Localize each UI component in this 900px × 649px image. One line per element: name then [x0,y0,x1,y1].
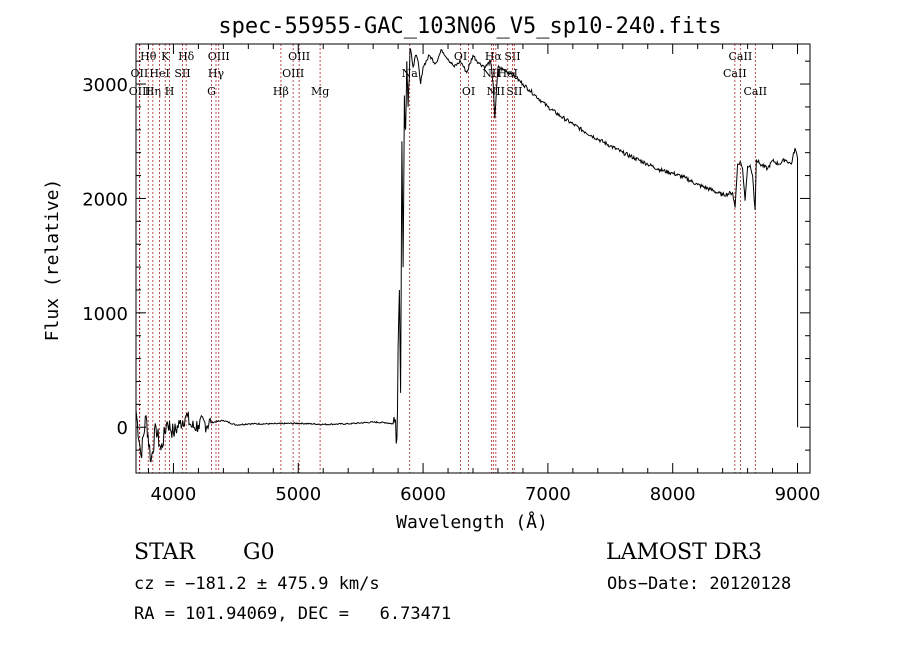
object-class: STAR [134,540,195,565]
x-axis: 4000 5000 6000 7000 8000 9000 [147,44,821,505]
line-marker-label: Hδ [178,50,195,63]
redshift-cz: cz = −181.2 ± 475.9 km/s [134,574,380,594]
line-marker-label: OIII [288,50,310,63]
series-group [135,48,799,463]
line-marker-label: SII [504,50,520,63]
y-tick-label: 2000 [82,189,128,210]
x-tick-label: 8000 [650,484,696,505]
line-marker-label: OI [454,50,467,63]
line-marker-label: HeI [149,67,169,80]
line-marker-label: Hγ [208,67,225,80]
line-marker-label: CaII [743,85,767,98]
line-marker-label: G [207,85,216,98]
line-marker-label: OIII [208,50,230,63]
line-marker-label: CaII [723,67,747,80]
line-marker-label: Hα [485,50,503,63]
chart-title: spec-55955-GAC_103N06_V5_sp10-240.fits [218,14,721,39]
plot-frame [135,43,811,474]
y-axis: 0 1000 2000 3000 [82,60,810,451]
x-tick-label: 7000 [525,484,571,505]
x-tick-label: 9000 [775,484,821,505]
line-marker-label: K [161,50,170,63]
x-tick-label: 6000 [400,484,446,505]
survey-label: LAMOST DR3 [606,540,762,565]
line-marker-label: Hβ [273,85,289,98]
y-axis-label: Flux (relative) [42,179,63,342]
observation-date: Obs−Date: 20120128 [607,574,792,594]
x-tick-label: 4000 [151,484,197,505]
line-marker-label: NII [487,85,505,98]
x-axis-label: Wavelength (Å) [396,511,548,533]
line-marker-label: Mg [311,85,329,98]
subclass: G0 [243,540,275,565]
y-tick-label: 3000 [82,75,128,96]
line-marker-label: Na [402,67,419,80]
line-marker-label: OIII [282,67,304,80]
line-marker-label: CaII [729,50,753,63]
line-marker-label: SII [506,85,522,98]
coordinates: RA = 101.94069, DEC = 6.73471 [134,604,452,624]
x-tick-label: 5000 [275,484,321,505]
series-line [135,48,799,463]
y-tick-label: 0 [117,418,128,439]
line-marker-label: Hη [145,85,161,98]
line-marker-label: H [165,85,175,98]
y-tick-label: 1000 [82,304,128,325]
line-marker-label: OIII [129,85,151,98]
line-marker-label: OI [462,85,475,98]
line-marker-label: Hθ [140,50,157,63]
line-marker-label: SII [174,67,190,80]
